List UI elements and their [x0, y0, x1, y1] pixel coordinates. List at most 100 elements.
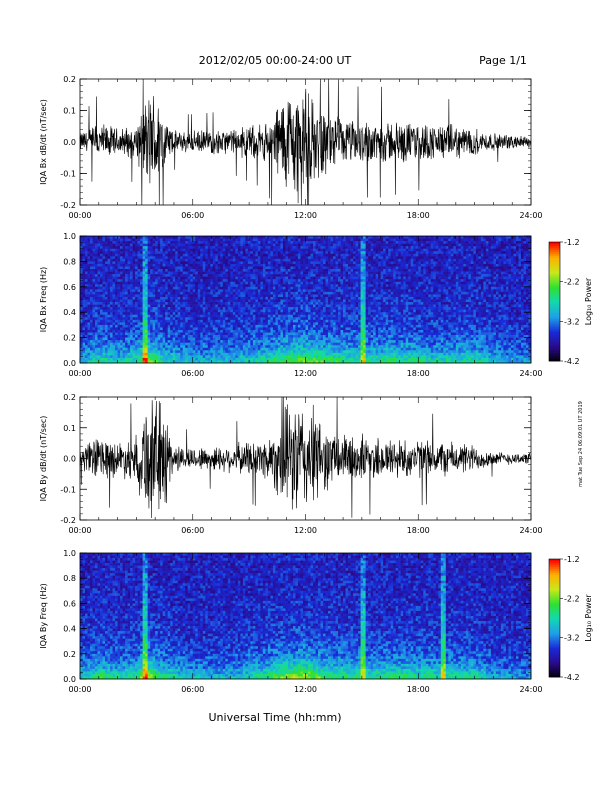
spectrogram-cell	[165, 329, 168, 333]
spectrogram-cell	[207, 296, 211, 300]
spectrogram-cell	[140, 241, 143, 244]
spectrogram-cell	[260, 332, 264, 336]
spectrogram-cell	[287, 281, 291, 285]
spectrogram-cell	[107, 319, 111, 323]
spectrogram-cell	[227, 251, 231, 255]
spectrogram-cell	[280, 271, 284, 275]
spectrogram-cell	[165, 302, 168, 305]
spectrogram-cell	[157, 319, 161, 323]
spectrogram-cell	[100, 284, 103, 288]
spectrogram-cell	[245, 276, 249, 280]
spectrogram-cell	[215, 360, 219, 364]
spectrogram-cell	[250, 248, 254, 252]
spectrogram-cell	[115, 304, 118, 308]
spectrogram-cell	[157, 317, 161, 321]
spectrogram-cell	[277, 263, 281, 267]
spectrogram-cell	[110, 302, 113, 305]
spectrogram-cell	[110, 281, 113, 285]
spectrogram-cell	[112, 357, 116, 361]
spectrogram-cell	[117, 299, 121, 303]
spectrogram-cell	[152, 291, 156, 295]
spectrogram-cell	[177, 322, 181, 326]
spectrogram-cell	[227, 337, 231, 341]
spectrogram-cell	[122, 304, 126, 308]
spectrogram-cell	[308, 276, 311, 280]
spectrogram-cell	[190, 314, 194, 318]
spectrogram-cell	[157, 337, 161, 341]
spectrogram-cell	[95, 324, 98, 328]
spectrogram-cell	[97, 241, 101, 244]
spectrogram-cell	[177, 352, 181, 356]
spectrogram-cell	[172, 340, 176, 343]
spectrogram-cell	[162, 324, 166, 328]
spectrogram-cell	[310, 296, 314, 300]
spectrogram-cell	[210, 314, 214, 318]
spectrogram-cell	[285, 345, 289, 349]
spectrogram-cell	[147, 248, 151, 252]
spectrogram-cell	[165, 291, 168, 295]
spectrogram-cell	[117, 340, 121, 343]
spectrogram-cell	[260, 241, 264, 244]
spectrogram-cell	[285, 279, 289, 283]
spectrogram-cell	[102, 284, 106, 288]
spectrogram-cell	[270, 302, 274, 305]
spectrogram-cell	[127, 347, 131, 351]
spectrogram-cell	[187, 256, 191, 260]
spectrogram-cell	[97, 327, 101, 331]
spectrogram-cell	[142, 243, 146, 247]
spectrogram-cell	[257, 324, 261, 328]
spectrogram-cell	[177, 302, 181, 305]
spectrogram-cell	[140, 324, 143, 328]
spectrogram-cell	[318, 258, 321, 262]
spectrogram-cell	[210, 350, 214, 354]
spectrogram-cell	[142, 345, 146, 349]
spectrogram-cell	[175, 289, 179, 293]
spectrogram-cell	[225, 317, 229, 321]
spectrogram-cell	[300, 289, 304, 293]
spectrogram-cell	[235, 342, 239, 346]
spectrogram-cell	[187, 342, 191, 346]
spectrogram-cell	[125, 329, 128, 333]
spectrogram-cell	[92, 314, 96, 318]
spectrogram-cell	[175, 299, 179, 303]
spectrogram-cell	[85, 347, 88, 351]
spectrogram-cell	[227, 296, 231, 300]
spectrogram-cell	[212, 284, 216, 288]
spectrogram-cell	[230, 243, 234, 247]
spectrogram-cell	[310, 350, 314, 354]
spectrogram-cell	[155, 347, 158, 351]
spectrogram-cell	[275, 347, 279, 351]
spectrogram-cell	[82, 335, 86, 338]
spectrogram-cell	[175, 276, 179, 280]
spectrogram-cell	[222, 299, 226, 303]
spectrogram-cell	[170, 248, 174, 252]
spectrogram-cell	[142, 291, 146, 295]
spectrogram-cell	[272, 258, 276, 262]
spectrogram-cell	[308, 299, 311, 303]
spectrogram-cell	[165, 357, 168, 361]
spectrogram-cell	[82, 294, 86, 298]
spectrogram-cell	[250, 291, 254, 295]
spectrogram-cell	[270, 291, 274, 295]
spectrogram-cell	[102, 271, 106, 275]
spectrogram-cell	[302, 274, 306, 277]
spectrogram-cell	[287, 302, 291, 305]
spectrogram-cell	[180, 312, 184, 316]
spectrogram-cell	[97, 345, 101, 349]
spectrogram-cell	[277, 304, 281, 308]
spectrogram-cell	[127, 345, 131, 349]
spectrogram-cell	[257, 236, 261, 239]
spectrogram-cell	[207, 236, 211, 239]
spectrogram-cell	[323, 266, 326, 270]
spectrogram-cell	[197, 296, 201, 300]
spectrogram-cell	[255, 360, 259, 364]
spectrogram-cell	[207, 294, 211, 298]
spectrogram-cell	[202, 360, 206, 364]
spectrogram-cell	[252, 342, 256, 346]
spectrogram-cell	[252, 281, 256, 285]
spectrogram-cell	[230, 309, 234, 313]
spectrogram-cell	[215, 327, 219, 331]
spectrogram-cell	[290, 286, 294, 290]
spectrogram-cell	[100, 296, 103, 300]
spectrogram-cell	[135, 258, 138, 262]
